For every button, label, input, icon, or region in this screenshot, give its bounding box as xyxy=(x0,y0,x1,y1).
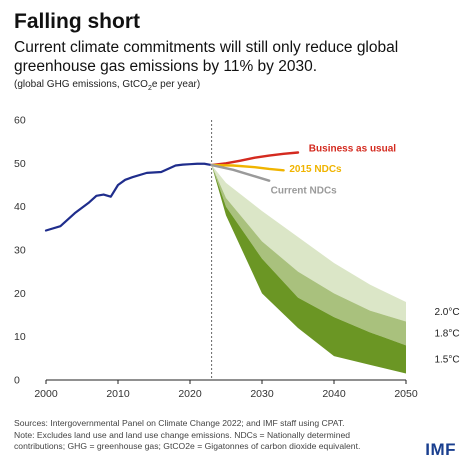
note-line: Note: Excludes land use and land use cha… xyxy=(14,429,351,440)
y-tick-label: 60 xyxy=(14,115,26,127)
x-tick-label: 2040 xyxy=(322,388,346,400)
x-tick-label: 2020 xyxy=(178,388,202,400)
series-label-current_ndcs: Current NDCs xyxy=(271,186,338,197)
x-tick-label: 2000 xyxy=(34,388,58,400)
units-label-main: (global GHG emissions, GtCO xyxy=(14,79,148,90)
band-label-band_1_5: 1.5°C xyxy=(434,354,459,365)
page-title: Falling short xyxy=(14,10,140,33)
band-label-band_2_0: 2.0°C xyxy=(434,307,459,318)
units-label: (global GHG emissions, GtCO2e per year) xyxy=(14,79,200,92)
bands-layer xyxy=(190,164,406,374)
y-axis-ticks: 0 10 20 30 40 50 60 xyxy=(14,115,26,387)
series-line-business_as_usual xyxy=(210,151,300,167)
scenario-band-band_1_5 xyxy=(190,164,406,374)
scenario-band-band_1_8 xyxy=(190,164,406,346)
band-label-band_1_8: 1.8°C xyxy=(434,328,459,339)
y-tick-label: 20 xyxy=(14,288,26,300)
source-note: Sources: Intergovernmental Panel on Clim… xyxy=(14,418,404,453)
source-line: Sources: Intergovernmental Panel on Clim… xyxy=(14,418,345,428)
units-label-tail: e per year) xyxy=(151,79,201,90)
scenario-band-band_2_0 xyxy=(190,164,406,322)
series-line-historical xyxy=(44,162,213,232)
y-tick-label: 40 xyxy=(14,201,26,213)
series-label-ndc_2015: 2015 NDCs xyxy=(289,164,342,175)
x-tick-label: 2030 xyxy=(250,388,274,400)
x-axis-ticks: 2000 2010 2020 2030 2040 2050 xyxy=(34,380,418,400)
series-lines-layer xyxy=(44,151,300,232)
y-tick-label: 10 xyxy=(14,331,26,343)
units-label-subscript: 2 xyxy=(147,85,152,92)
y-tick-label: 50 xyxy=(14,158,26,170)
imf-logo: IMF xyxy=(425,440,456,459)
x-tick-label: 2050 xyxy=(394,388,418,400)
x-tick-label: 2010 xyxy=(106,388,130,400)
note-line-continued: contributions; GHG = greenhouse gas; GtC… xyxy=(14,441,361,451)
y-tick-label: 30 xyxy=(14,245,26,257)
series-line-ndc_2015 xyxy=(210,163,285,172)
series-label-business_as_usual: Business as usual xyxy=(309,144,396,155)
series-line-current_ndcs xyxy=(210,163,271,182)
y-tick-label: 0 xyxy=(14,375,20,387)
page-subtitle: Current climate commitments will still o… xyxy=(14,39,399,75)
legend-layer: Business as usual 2015 NDCs Current NDCs 2.… xyxy=(271,144,460,366)
